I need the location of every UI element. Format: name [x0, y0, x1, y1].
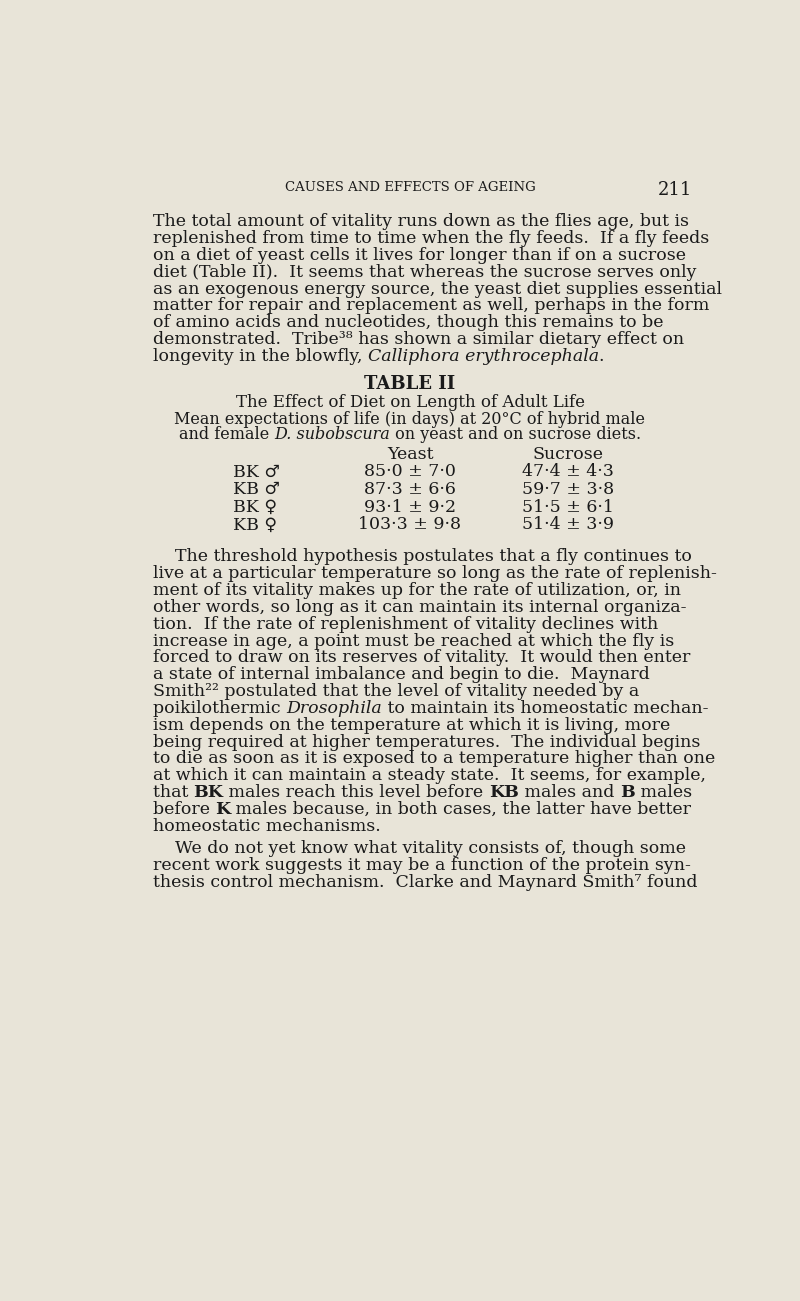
Text: males reach this level before: males reach this level before — [223, 785, 489, 801]
Text: other words, so long as it can maintain its internal organiza-: other words, so long as it can maintain … — [153, 598, 686, 615]
Text: on a diet of yeast cells it lives for longer than if on a sucrose: on a diet of yeast cells it lives for lo… — [153, 247, 686, 264]
Text: matter for repair and replacement as well, perhaps in the form: matter for repair and replacement as wel… — [153, 298, 709, 315]
Text: TABLE II: TABLE II — [364, 375, 456, 393]
Text: ment of its vitality makes up for the rate of utilization, or, in: ment of its vitality makes up for the ra… — [153, 582, 681, 600]
Text: poikilothermic: poikilothermic — [153, 700, 286, 717]
Text: K: K — [215, 801, 230, 818]
Text: KB ♀: KB ♀ — [234, 516, 278, 533]
Text: males because, in both cases, the latter have better: males because, in both cases, the latter… — [230, 801, 691, 818]
Text: 59·7 ± 3·8: 59·7 ± 3·8 — [522, 481, 614, 498]
Text: ism depends on the temperature at which it is living, more: ism depends on the temperature at which … — [153, 717, 670, 734]
Text: KB ♂: KB ♂ — [234, 481, 280, 498]
Text: 87·3 ± 6·6: 87·3 ± 6·6 — [364, 481, 456, 498]
Text: on yeast and on sucrose diets.: on yeast and on sucrose diets. — [390, 427, 641, 444]
Text: 51·5 ± 6·1: 51·5 ± 6·1 — [522, 498, 614, 515]
Text: longevity in the blowfly,: longevity in the blowfly, — [153, 347, 368, 364]
Text: thesis control mechanism.  Clarke and Maynard Smith⁷ found: thesis control mechanism. Clarke and May… — [153, 874, 698, 891]
Text: to die as soon as it is exposed to a temperature higher than one: to die as soon as it is exposed to a tem… — [153, 751, 715, 768]
Text: B: B — [620, 785, 634, 801]
Text: The total amount of vitality runs down as the flies age, but is: The total amount of vitality runs down a… — [153, 213, 689, 230]
Text: KB: KB — [489, 785, 519, 801]
Text: 47·4 ± 4·3: 47·4 ± 4·3 — [522, 463, 614, 480]
Text: D. subobscura: D. subobscura — [274, 427, 390, 444]
Text: 93·1 ± 9·2: 93·1 ± 9·2 — [364, 498, 456, 515]
Text: diet (Table II).  It seems that whereas the sucrose serves only: diet (Table II). It seems that whereas t… — [153, 264, 696, 281]
Text: 211: 211 — [658, 181, 692, 199]
Text: replenished from time to time when the fly feeds.  If a fly feeds: replenished from time to time when the f… — [153, 230, 709, 247]
Text: at which it can maintain a steady state.  It seems, for example,: at which it can maintain a steady state.… — [153, 768, 706, 785]
Text: males: males — [634, 785, 692, 801]
Text: .: . — [599, 347, 604, 364]
Text: demonstrated.  Tribe³⁸ has shown a similar dietary effect on: demonstrated. Tribe³⁸ has shown a simila… — [153, 330, 684, 349]
Text: Sucrose: Sucrose — [533, 446, 604, 463]
Text: live at a particular temperature so long as the rate of replenish-: live at a particular temperature so long… — [153, 566, 717, 583]
Text: to maintain its homeostatic mechan-: to maintain its homeostatic mechan- — [382, 700, 708, 717]
Text: males and: males and — [519, 785, 620, 801]
Text: that: that — [153, 785, 194, 801]
Text: 103·3 ± 9·8: 103·3 ± 9·8 — [358, 516, 462, 533]
Text: CAUSES AND EFFECTS OF AGEING: CAUSES AND EFFECTS OF AGEING — [285, 181, 535, 194]
Text: 51·4 ± 3·9: 51·4 ± 3·9 — [522, 516, 614, 533]
Text: increase in age, a point must be reached at which the fly is: increase in age, a point must be reached… — [153, 632, 674, 649]
Text: before: before — [153, 801, 215, 818]
Text: The threshold hypothesis postulates that a fly continues to: The threshold hypothesis postulates that… — [153, 549, 691, 566]
Text: forced to draw on its reserves of vitality.  It would then enter: forced to draw on its reserves of vitali… — [153, 649, 690, 666]
Text: Mean expectations of life (in days) at 20°C of hybrid male: Mean expectations of life (in days) at 2… — [174, 411, 646, 428]
Text: a state of internal imbalance and begin to die.  Maynard: a state of internal imbalance and begin … — [153, 666, 650, 683]
Text: Smith²² postulated that the level of vitality needed by a: Smith²² postulated that the level of vit… — [153, 683, 639, 700]
Text: of amino acids and nucleotides, though this remains to be: of amino acids and nucleotides, though t… — [153, 315, 663, 332]
Text: and female: and female — [179, 427, 274, 444]
Text: being required at higher temperatures.  The individual begins: being required at higher temperatures. T… — [153, 734, 700, 751]
Text: recent work suggests it may be a function of the protein syn-: recent work suggests it may be a functio… — [153, 857, 690, 874]
Text: Calliphora erythrocephala: Calliphora erythrocephala — [368, 347, 599, 364]
Text: We do not yet know what vitality consists of, though some: We do not yet know what vitality consist… — [153, 840, 686, 857]
Text: tion.  If the rate of replenishment of vitality declines with: tion. If the rate of replenishment of vi… — [153, 615, 658, 632]
Text: BK ♀: BK ♀ — [234, 498, 278, 515]
Text: BK: BK — [194, 785, 223, 801]
Text: 85·0 ± 7·0: 85·0 ± 7·0 — [364, 463, 456, 480]
Text: Yeast: Yeast — [386, 446, 434, 463]
Text: as an exogenous energy source, the yeast diet supplies essential: as an exogenous energy source, the yeast… — [153, 281, 722, 298]
Text: The Effect of Diet on Length of Adult Life: The Effect of Diet on Length of Adult Li… — [235, 394, 585, 411]
Text: BK ♂: BK ♂ — [234, 463, 280, 480]
Text: Drosophila: Drosophila — [286, 700, 382, 717]
Text: homeostatic mechanisms.: homeostatic mechanisms. — [153, 818, 381, 835]
